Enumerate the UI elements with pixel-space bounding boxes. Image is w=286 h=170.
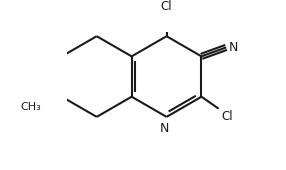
Text: N: N — [229, 41, 238, 54]
Text: Cl: Cl — [221, 110, 233, 123]
Text: CH₃: CH₃ — [21, 102, 41, 112]
Text: Cl: Cl — [161, 0, 172, 13]
Text: N: N — [160, 122, 169, 135]
